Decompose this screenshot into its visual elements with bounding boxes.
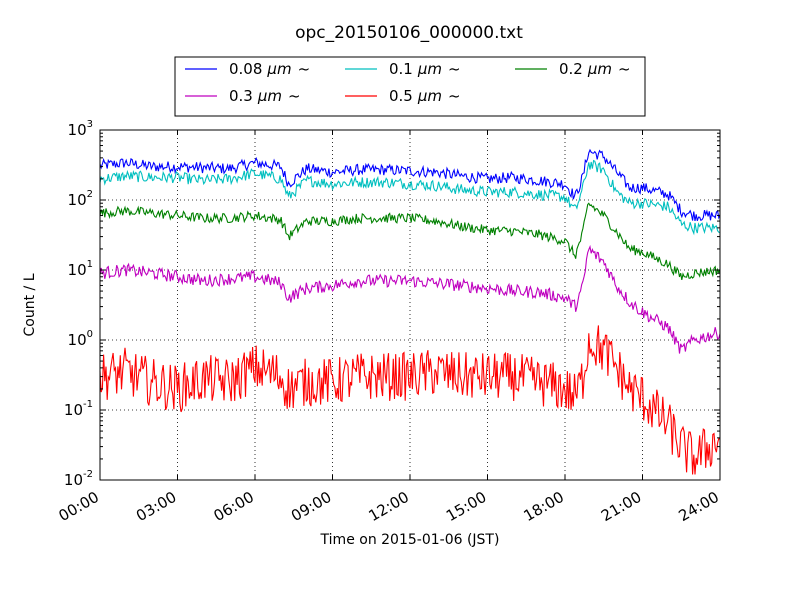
x-tick-label: 06:00 bbox=[211, 488, 257, 525]
x-tick-label: 12:00 bbox=[366, 488, 412, 525]
legend-size-value: 0.5 bbox=[389, 87, 413, 105]
y-axis-label: Count / L bbox=[22, 273, 38, 336]
legend-label-0.08: 0.08 μm ~ bbox=[229, 60, 310, 78]
legend-size-value: 0.08 bbox=[229, 60, 262, 78]
legend-size-value: 0.2 bbox=[559, 60, 583, 78]
legend-unit: μm bbox=[417, 60, 442, 78]
y-tick-base: 10 bbox=[68, 331, 87, 349]
legend-suffix: ~ bbox=[448, 60, 461, 78]
chart-title: opc_20150106_000000.txt bbox=[295, 23, 523, 43]
x-ticks-group: 00:00 03:00 06:00 09:00 12:00 15:00 18:00 21:00… bbox=[56, 130, 722, 525]
x-tick-label: 09:00 bbox=[288, 488, 334, 525]
legend-label-0.5: 0.5 μm ~ bbox=[389, 87, 461, 105]
x-tick-label: 00:00 bbox=[56, 488, 102, 525]
x-tick-label: 24:00 bbox=[676, 488, 722, 525]
y-tick-exponent: -2 bbox=[83, 469, 93, 480]
series-line-0.2 bbox=[99, 202, 721, 281]
legend-size-value: 0.1 bbox=[389, 60, 413, 78]
legend-unit: μm bbox=[587, 60, 612, 78]
y-tick-label: 100 bbox=[68, 329, 93, 349]
series-line-0.1 bbox=[99, 159, 721, 236]
y-tick-exponent: 3 bbox=[87, 119, 93, 130]
grid-group bbox=[100, 130, 720, 480]
y-tick-label: 102 bbox=[68, 189, 93, 209]
series-group bbox=[99, 148, 721, 475]
legend-suffix: ~ bbox=[448, 87, 461, 105]
legend-label-0.3: 0.3 μm ~ bbox=[229, 87, 301, 105]
legend-size-value: 0.3 bbox=[229, 87, 253, 105]
y-tick-base: 10 bbox=[68, 261, 87, 279]
y-tick-base: 10 bbox=[64, 401, 83, 419]
legend-suffix: ~ bbox=[288, 87, 301, 105]
x-tick-label: 03:00 bbox=[133, 488, 179, 525]
series-line-0.08 bbox=[99, 148, 721, 222]
x-axis-label: Time on 2015-01-06 (JST) bbox=[320, 532, 500, 548]
y-tick-label: 101 bbox=[68, 259, 93, 279]
y-tick-exponent: 2 bbox=[87, 189, 93, 200]
legend-unit: μm bbox=[417, 87, 442, 105]
legend-label-0.1: 0.1 μm ~ bbox=[389, 60, 461, 78]
y-tick-label: 10-2 bbox=[64, 469, 93, 489]
y-tick-base: 10 bbox=[68, 121, 87, 139]
legend: 0.08 μm ~0.1 μm ~0.2 μm ~0.3 μm ~0.5 μm ~ bbox=[174, 56, 646, 117]
y-tick-label: 103 bbox=[68, 119, 93, 139]
legend-label-0.2: 0.2 μm ~ bbox=[559, 60, 631, 78]
series-line-0.5 bbox=[99, 325, 721, 475]
legend-box bbox=[174, 56, 646, 117]
legend-unit: μm bbox=[266, 60, 291, 78]
y-tick-exponent: -1 bbox=[83, 399, 93, 410]
y-tick-base: 10 bbox=[68, 191, 87, 209]
legend-suffix: ~ bbox=[298, 60, 311, 78]
x-tick-label: 18:00 bbox=[521, 488, 567, 525]
y-tick-label: 10-1 bbox=[64, 399, 93, 419]
x-tick-label: 15:00 bbox=[443, 488, 489, 525]
y-tick-base: 10 bbox=[64, 471, 83, 489]
legend-suffix: ~ bbox=[618, 60, 631, 78]
legend-unit: μm bbox=[257, 87, 282, 105]
series-line-0.3 bbox=[99, 244, 721, 354]
y-tick-exponent: 1 bbox=[87, 259, 93, 270]
x-tick-label: 21:00 bbox=[598, 488, 644, 525]
y-tick-exponent: 0 bbox=[87, 329, 93, 340]
